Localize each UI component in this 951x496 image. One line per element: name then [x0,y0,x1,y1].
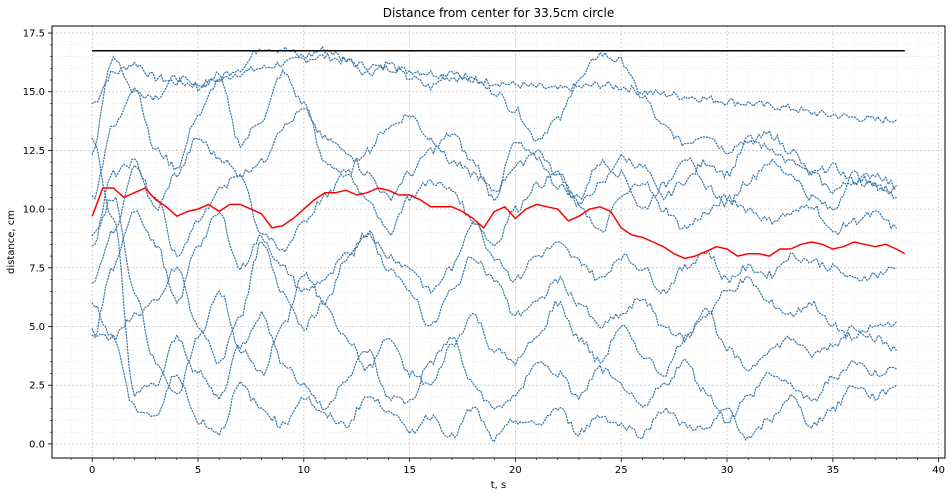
x-tick-label: 20 [509,465,522,476]
y-tick-label: 15.0 [23,87,45,98]
trace-line [91,210,897,339]
y-tick-label: 7.5 [29,263,45,274]
mean-distance-line [91,187,906,260]
y-tick-label: 2.5 [29,381,45,392]
y-tick-label: 17.5 [23,29,45,40]
trace-line [91,108,897,247]
trace-line [91,196,897,395]
chart-title: Distance from center for 33.5cm circle [383,6,615,20]
summary-series [91,49,906,260]
trace-line [91,229,897,365]
y-tick-label: 10.0 [23,205,45,216]
x-tick-label: 10 [297,465,310,476]
trace-line [91,328,897,443]
plot-frame [51,25,946,459]
trace-line [91,137,897,424]
trace-line [91,51,897,125]
x-tick-label: 35 [826,465,839,476]
x-tick-label: 25 [615,465,628,476]
x-tick-label: 40 [932,465,945,476]
trace-line [91,45,897,194]
grid [52,26,945,458]
individual-traces [91,45,897,443]
x-tick-label: 30 [721,465,734,476]
x-axis-label: t, s [491,480,507,491]
y-tick-label: 5.0 [29,322,45,333]
trace-line [91,68,897,208]
ticks: 0 5 10 15 20 25 30 35 40 0.0 2.5 5.0 7.5 10.0 12.5 15.0… [23,29,945,476]
y-axis-label: distance, cm [6,210,17,274]
x-tick-label: 5 [195,465,201,476]
trace-line [91,164,897,284]
y-tick-label: 0.0 [29,439,45,450]
x-tick-label: 0 [89,465,95,476]
y-tick-label: 12.5 [23,146,45,157]
x-tick-label: 15 [403,465,416,476]
